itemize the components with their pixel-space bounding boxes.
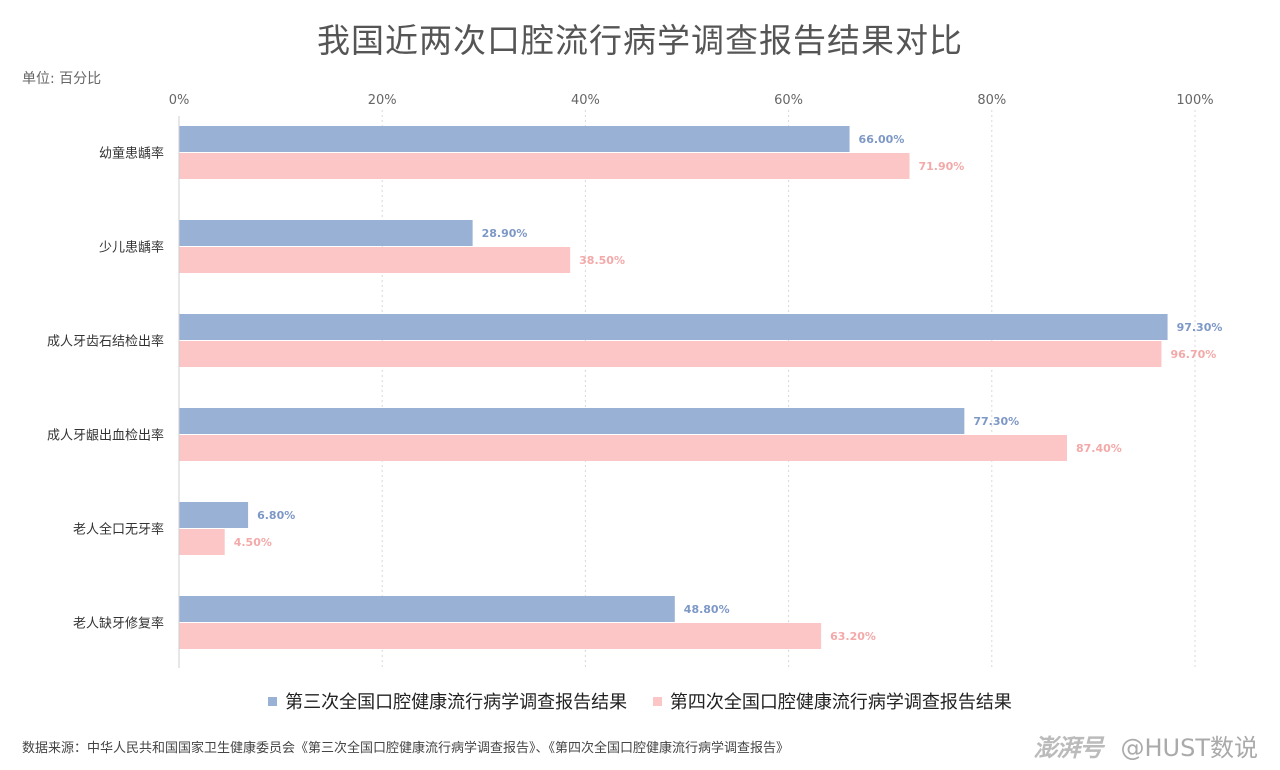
x-tick-label: 60% [774,93,803,108]
bar [179,314,1168,340]
watermark: 澎湃号 @HUST数说 [1033,728,1258,763]
legend-swatch-series2 [652,696,662,706]
x-tick-label: 80% [977,93,1006,108]
legend-item-series1: 第三次全国口腔健康流行病学调查报告结果 [268,688,627,714]
data-label: 63.20% [830,630,876,643]
data-label: 71.90% [919,160,965,173]
bar [179,153,910,179]
legend-item-series2: 第四次全国口腔健康流行病学调查报告结果 [652,688,1012,714]
unit-label: 单位: 百分比 [22,71,102,87]
bar [179,341,1162,367]
legend-label-series1: 第三次全国口腔健康流行病学调查报告结果 [285,692,628,713]
data-label: 28.90% [482,227,528,240]
bar-chart: 0% 20% 40% 60% 80% 100% 66.00% 28.90% 97.30% 77.3… [47,93,1223,668]
bar [179,596,675,622]
bar [179,220,473,246]
data-label: 38.50% [579,254,625,267]
chart-title: 我国近两次口腔流行病学调查报告结果对比 [317,21,963,60]
category-label: 老人缺牙修复率 [73,616,164,632]
data-label: 6.80% [257,509,295,522]
watermark-handle: @HUST数说 [1120,734,1258,762]
data-label: 66.00% [859,133,905,146]
data-label: 77.30% [973,415,1019,428]
data-label: 87.40% [1076,442,1122,455]
data-label: 96.70% [1170,348,1216,361]
legend: 第三次全国口腔健康流行病学调查报告结果 第四次全国口腔健康流行病学调查报告结果 [0,688,1280,714]
legend-label-series2: 第四次全国口腔健康流行病学调查报告结果 [669,692,1012,713]
bar [179,623,822,649]
source-note: 数据来源：中华人民共和国国家卫生健康委员会《第三次全国口腔健康流行病学调查报告》… [22,741,790,756]
bar [179,435,1067,461]
data-label: 48.80% [684,603,730,616]
category-label: 老人全口无牙率 [73,522,164,538]
bar [179,502,249,528]
x-tick-label: 20% [368,93,397,108]
category-label: 成人牙齿石结检出率 [47,334,164,350]
bar [179,529,225,555]
bar [179,247,571,273]
legend-swatch-series1 [268,696,278,706]
x-tick-label: 0% [169,93,190,108]
category-label: 少儿患龋率 [99,240,164,256]
x-tick-label: 40% [571,93,600,108]
data-label: 97.30% [1177,321,1223,334]
watermark-logo: 澎湃号 [1033,734,1103,762]
data-label: 4.50% [234,536,272,549]
bar [179,408,965,434]
x-tick-label: 100% [1176,93,1213,108]
category-label: 幼童患龋率 [99,146,164,162]
bar [179,126,850,152]
category-label: 成人牙龈出血检出率 [47,428,164,444]
